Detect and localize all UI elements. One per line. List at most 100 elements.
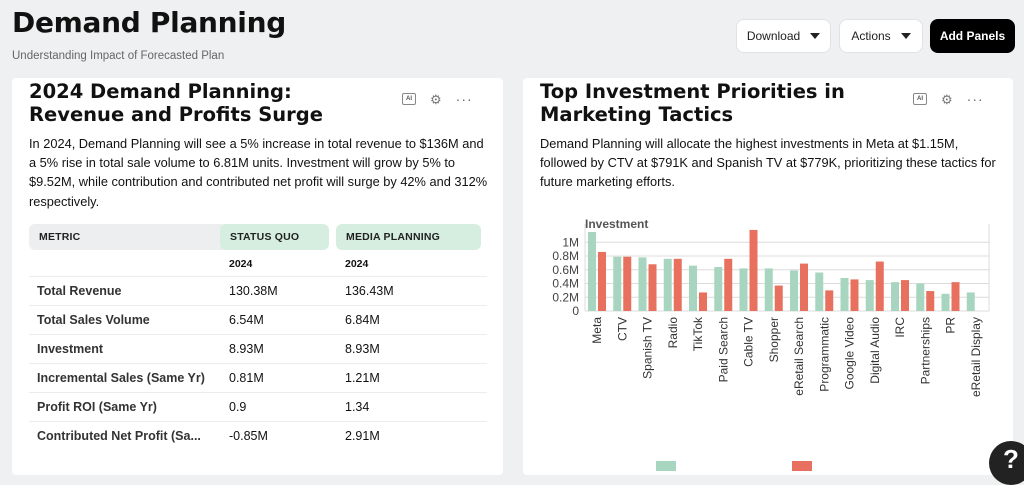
card-actions: AI ⚙ ···	[913, 92, 984, 106]
bar	[825, 290, 834, 311]
status-quo-value: 6.54M	[229, 313, 264, 327]
metric-name: Investment	[37, 342, 103, 356]
media-planning-value: 136.43M	[345, 284, 394, 298]
x-tick-label: IRC	[893, 317, 907, 338]
more-options-icon[interactable]: ···	[966, 91, 984, 107]
x-tick-label: Shopper	[767, 317, 781, 362]
investment-priorities-card: Top Investment Priorities in Marketing T…	[523, 78, 1013, 475]
x-tick-label: eRetail Display	[969, 317, 983, 397]
bar	[865, 280, 874, 311]
card-title: 2024 Demand Planning: Revenue and Profit…	[29, 80, 323, 126]
y-tick-label: 1M	[562, 235, 579, 249]
y-tick-label: 0.8M	[552, 249, 579, 263]
bar	[724, 258, 733, 311]
x-tick-label: Google Video	[843, 317, 857, 390]
x-tick-label: PR	[944, 317, 958, 334]
bar	[663, 258, 672, 311]
legend-swatch-red	[792, 461, 812, 471]
x-tick-label: eRetail Search	[792, 317, 806, 396]
metric-name: Profit ROI (Same Yr)	[37, 400, 157, 414]
y-tick-label: 0.2M	[552, 290, 579, 304]
bar	[901, 280, 909, 311]
column-header-status-quo: STATUS QUO	[220, 224, 329, 250]
y-axis-label: Investment	[585, 217, 648, 231]
x-tick-label: Partnerships	[918, 317, 932, 384]
bar	[673, 258, 682, 311]
status-quo-value: 8.93M	[229, 342, 264, 356]
y-tick-label: 0	[572, 304, 579, 318]
card-description: Demand Planning will allocate the highes…	[540, 136, 996, 190]
add-panels-button[interactable]: Add Panels	[930, 19, 1015, 53]
media-planning-value: 6.84M	[345, 313, 380, 327]
chevron-down-icon	[810, 33, 821, 39]
revenue-profits-card: 2024 Demand Planning: Revenue and Profit…	[12, 78, 503, 475]
bar	[815, 272, 824, 311]
bar	[648, 264, 657, 311]
year-status-quo: 2024	[229, 258, 253, 270]
status-quo-value: 0.9	[229, 400, 247, 414]
x-tick-label: Digital Audio	[868, 317, 882, 384]
bar	[875, 261, 884, 311]
legend-swatch-green	[656, 461, 676, 471]
x-tick-label: CTV	[615, 317, 629, 341]
chevron-down-icon	[900, 33, 911, 39]
column-header-media-planning: MEDIA PLANNING	[336, 224, 481, 250]
table-divider	[29, 276, 487, 277]
bar	[764, 268, 773, 311]
status-quo-value: -0.85M	[229, 429, 268, 443]
gear-icon[interactable]: ⚙	[430, 91, 442, 107]
bar	[699, 292, 707, 311]
x-tick-label: Programmatic	[817, 317, 831, 392]
page-title: Demand Planning	[12, 6, 286, 39]
page-subtitle: Understanding Impact of Forecasted Plan	[12, 50, 225, 62]
media-planning-value: 2.91M	[345, 429, 380, 443]
gear-icon[interactable]: ⚙	[941, 91, 953, 107]
actions-button[interactable]: Actions	[839, 19, 923, 53]
x-tick-label: Cable TV	[742, 317, 756, 367]
table-divider	[29, 334, 487, 335]
bar	[588, 232, 596, 311]
ai-icon[interactable]: AI	[402, 93, 416, 105]
status-quo-value: 130.38M	[229, 284, 278, 298]
bar	[714, 267, 723, 311]
card-description: In 2024, Demand Planning will see a 5% i…	[29, 136, 488, 209]
help-icon[interactable]: ?	[989, 441, 1024, 485]
bar	[840, 278, 849, 311]
bar	[790, 270, 798, 311]
bar	[850, 279, 859, 311]
more-options-icon[interactable]: ···	[455, 91, 473, 107]
media-planning-value: 8.93M	[345, 342, 380, 356]
column-header-metric: METRIC	[29, 224, 227, 250]
x-tick-label: Spanish TV	[641, 317, 655, 379]
bar	[941, 293, 950, 311]
bar	[739, 268, 748, 311]
bar	[951, 282, 960, 311]
year-media-planning: 2024	[345, 258, 369, 270]
x-tick-label: Meta	[590, 317, 604, 344]
bar	[689, 265, 697, 311]
bar	[749, 229, 758, 311]
bar	[623, 256, 632, 311]
card-actions: AI ⚙ ···	[402, 92, 473, 106]
metric-name: Incremental Sales (Same Yr)	[37, 371, 205, 385]
bar	[638, 257, 647, 311]
metric-name: Total Sales Volume	[37, 313, 150, 327]
bar	[891, 282, 899, 311]
y-tick-label: 0.6M	[552, 263, 579, 277]
bar	[926, 291, 935, 311]
table-divider	[29, 421, 487, 422]
download-label: Download	[746, 29, 801, 43]
bar	[966, 292, 975, 311]
bar	[916, 283, 925, 311]
x-tick-label: Paid Search	[716, 317, 730, 382]
status-quo-value: 0.81M	[229, 371, 264, 385]
card-title: Top Investment Priorities in Marketing T…	[540, 80, 845, 126]
ai-icon[interactable]: AI	[913, 93, 927, 105]
actions-label: Actions	[851, 29, 891, 43]
bar	[598, 251, 606, 311]
x-tick-label: TikTok	[691, 316, 705, 351]
table-divider	[29, 392, 487, 393]
media-planning-value: 1.21M	[345, 371, 380, 385]
download-button[interactable]: Download	[736, 19, 831, 53]
